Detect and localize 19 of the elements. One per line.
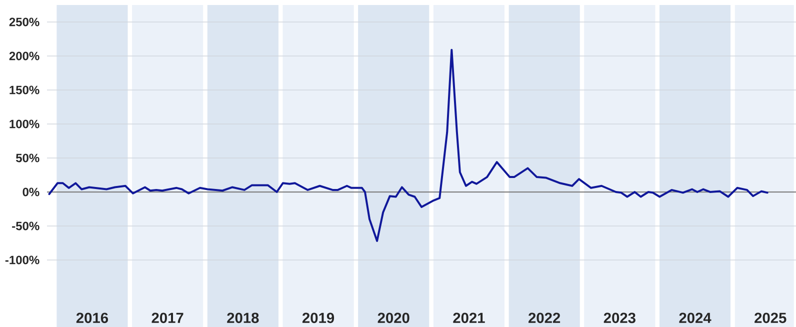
y-tick-label: -50% bbox=[12, 222, 40, 230]
y-tick-label: 250% bbox=[9, 18, 40, 26]
y-tick-label: 100% bbox=[10, 120, 40, 128]
x-tick-label: 2016 bbox=[76, 312, 108, 324]
x-tick-label: 2020 bbox=[378, 312, 410, 324]
x-tick-label: 2023 bbox=[604, 312, 636, 324]
y-tick-label: 0% bbox=[22, 188, 40, 196]
y-tick-label: 50% bbox=[16, 154, 40, 162]
y-tick-label: 150% bbox=[10, 86, 40, 94]
x-tick-label: 2021 bbox=[453, 312, 485, 324]
x-tick-label: 2025 bbox=[754, 312, 786, 324]
y-tick-label: -100% bbox=[5, 256, 40, 264]
line-series bbox=[48, 48, 768, 242]
y-tick-label: 200% bbox=[9, 52, 40, 60]
x-tick-label: 2022 bbox=[528, 312, 560, 324]
x-tick-label: 2019 bbox=[302, 312, 334, 324]
x-tick-label: 2024 bbox=[679, 312, 712, 324]
x-tick-label: 2018 bbox=[227, 312, 259, 324]
x-tick-label: 2017 bbox=[152, 312, 184, 324]
